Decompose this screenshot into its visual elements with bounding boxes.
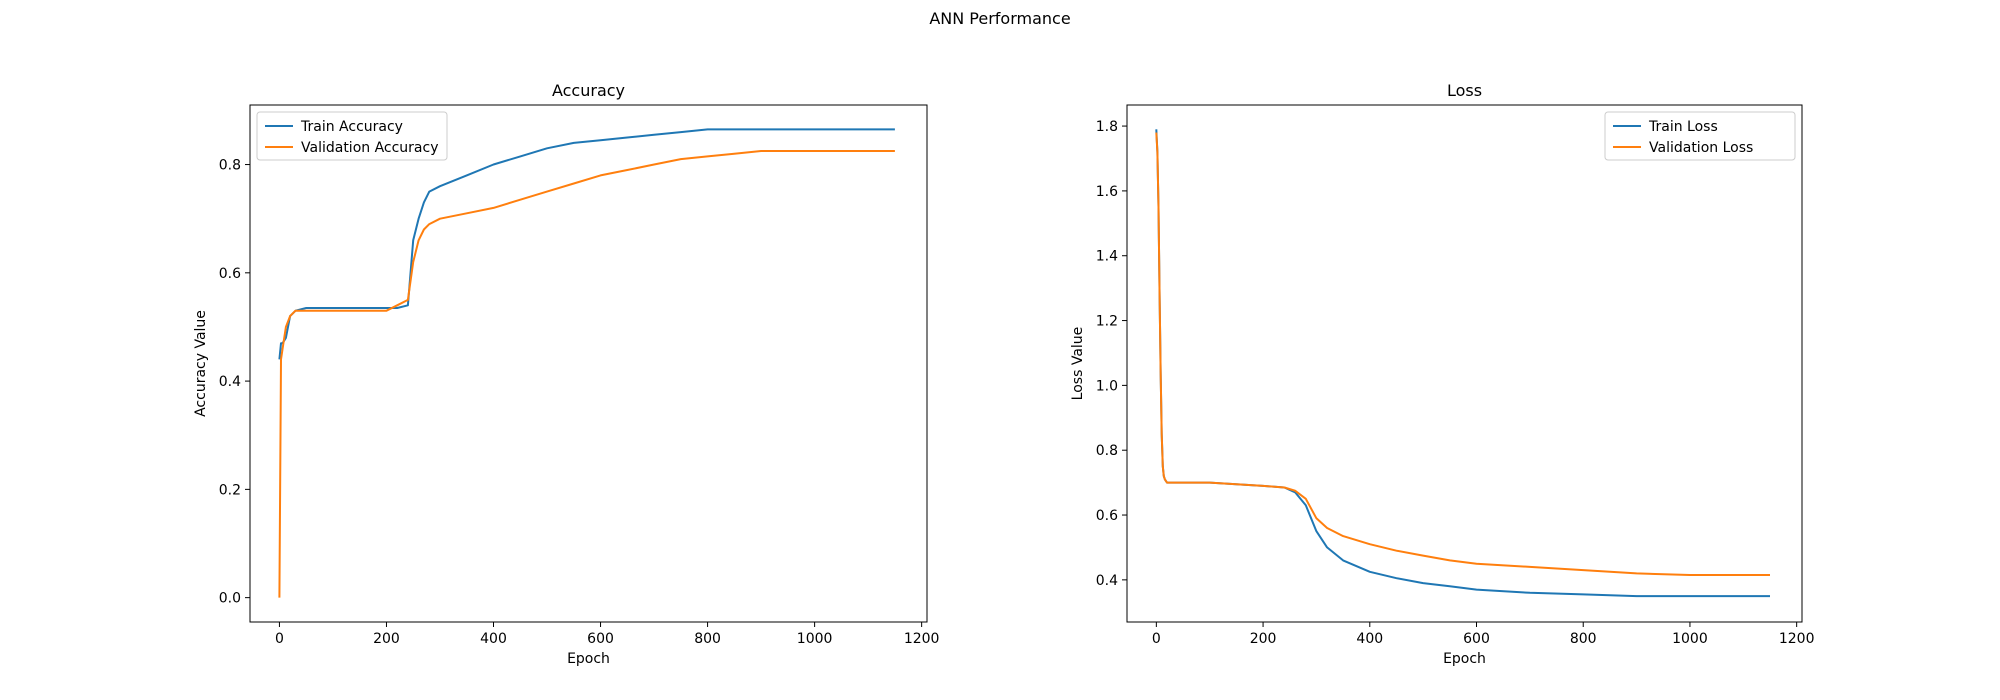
x-tick-label: 0 <box>1152 631 1161 647</box>
x-tick-label: 200 <box>1250 631 1277 647</box>
y-tick-label: 1.2 <box>1096 314 1118 330</box>
legend-label: Train Accuracy <box>300 119 403 135</box>
x-tick-label: 1200 <box>904 631 940 647</box>
y-tick-label: 1.0 <box>1096 378 1118 394</box>
y-tick-label: 1.4 <box>1096 249 1118 265</box>
series-line-train-loss <box>1155 129 1770 598</box>
y-tick-label: 0.8 <box>219 158 241 174</box>
y-axis-label: Loss Value <box>1070 327 1086 401</box>
legend-label: Validation Accuracy <box>301 140 439 156</box>
legend-box <box>256 111 448 161</box>
figure-title: ANN Performance <box>929 9 1071 28</box>
series-line-validation-accuracy <box>278 150 895 598</box>
x-axis-label: Epoch <box>1443 651 1486 667</box>
x-tick-label: 1000 <box>797 631 833 647</box>
y-tick-label: 0.4 <box>219 374 241 390</box>
axes-frame <box>249 104 928 623</box>
y-tick-label: 1.6 <box>1096 184 1118 200</box>
y-axis-label: Accuracy Value <box>193 310 209 417</box>
x-tick-label: 800 <box>694 631 721 647</box>
legend-box <box>1604 111 1796 161</box>
y-tick-label: 1.8 <box>1096 119 1118 135</box>
chart-title: Loss <box>1447 81 1482 100</box>
chart-title: Accuracy <box>552 81 625 100</box>
x-tick-label: 400 <box>1356 631 1383 647</box>
legend-label: Validation Loss <box>1649 140 1753 156</box>
x-axis-label: Epoch <box>567 651 610 667</box>
x-tick-label: 800 <box>1570 631 1597 647</box>
y-tick-label: 0.2 <box>219 482 241 498</box>
x-tick-label: 600 <box>587 631 614 647</box>
x-tick-label: 600 <box>1463 631 1490 647</box>
legend-label: Train Loss <box>1648 119 1718 135</box>
y-tick-label: 0.6 <box>1096 508 1118 524</box>
y-tick-label: 0.8 <box>1096 443 1118 459</box>
y-tick-label: 0.4 <box>1096 573 1118 589</box>
x-tick-label: 0 <box>275 631 284 647</box>
series-line-train-accuracy <box>278 128 895 360</box>
x-tick-label: 1200 <box>1779 631 1815 647</box>
axes-frame <box>1126 104 1803 623</box>
y-tick-label: 0.6 <box>219 266 241 282</box>
y-tick-label: 0.0 <box>219 591 241 607</box>
x-tick-label: 400 <box>480 631 507 647</box>
plot-area <box>278 128 895 598</box>
plot-area <box>1155 129 1770 598</box>
series-line-validation-loss <box>1155 132 1770 576</box>
x-tick-label: 1000 <box>1672 631 1708 647</box>
x-tick-label: 200 <box>373 631 400 647</box>
